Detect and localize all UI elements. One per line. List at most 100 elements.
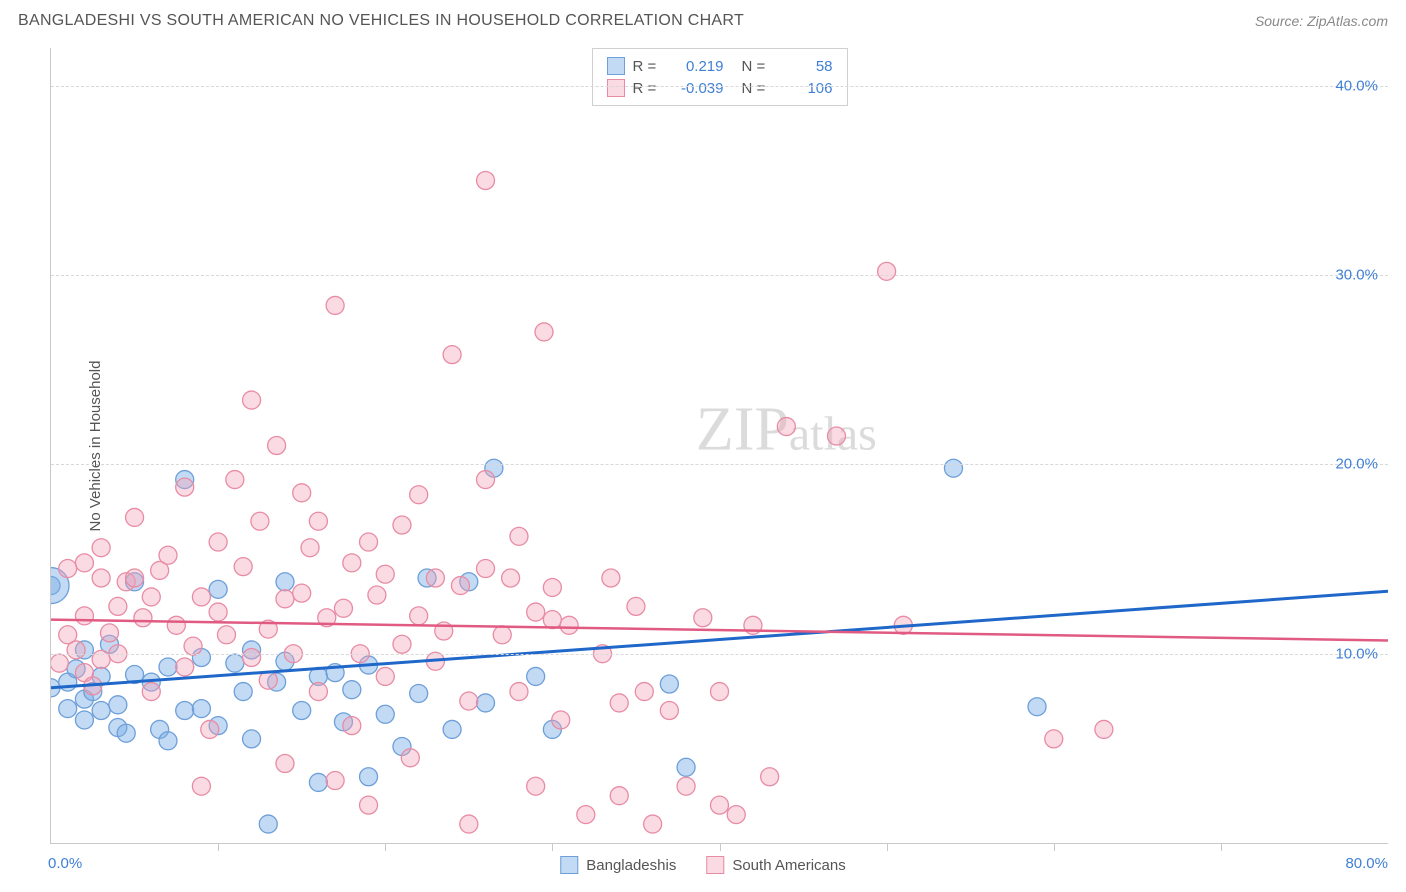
scatter-point — [552, 711, 570, 729]
scatter-point — [510, 527, 528, 545]
scatter-point — [1028, 698, 1046, 716]
series-legend: Bangladeshis South Americans — [560, 856, 845, 874]
scatter-point — [167, 616, 185, 634]
scatter-point — [234, 558, 252, 576]
legend-item: Bangladeshis — [560, 856, 676, 874]
scatter-point — [660, 675, 678, 693]
scatter-point — [67, 641, 85, 659]
scatter-point — [477, 694, 495, 712]
scatter-point — [376, 565, 394, 583]
scatter-point — [59, 700, 77, 718]
x-tick — [218, 843, 219, 851]
scatter-point — [259, 815, 277, 833]
x-tick — [1054, 843, 1055, 851]
gridline — [51, 86, 1388, 87]
scatter-point — [443, 720, 461, 738]
scatter-point — [711, 796, 729, 814]
scatter-point — [226, 654, 244, 672]
scatter-point — [443, 346, 461, 364]
scatter-point — [410, 607, 428, 625]
scatter-point — [75, 711, 93, 729]
scatter-point — [276, 590, 294, 608]
scatter-point — [159, 546, 177, 564]
scatter-point — [309, 512, 327, 530]
scatter-point — [309, 773, 327, 791]
scatter-point — [527, 667, 545, 685]
scatter-point — [527, 777, 545, 795]
scatter-point — [201, 720, 219, 738]
trend-line — [51, 591, 1388, 688]
scatter-point — [126, 508, 144, 526]
legend-swatch — [560, 856, 578, 874]
scatter-point — [293, 702, 311, 720]
legend-swatch — [607, 57, 625, 75]
scatter-point — [426, 569, 444, 587]
scatter-point — [217, 626, 235, 644]
scatter-point — [502, 569, 520, 587]
scatter-point — [1095, 720, 1113, 738]
y-tick-label: 10.0% — [1335, 645, 1378, 662]
y-tick-label: 30.0% — [1335, 267, 1378, 284]
scatter-point — [727, 806, 745, 824]
gridline — [51, 654, 1388, 655]
scatter-point — [477, 560, 495, 578]
legend-swatch — [706, 856, 724, 874]
scatter-point — [401, 749, 419, 767]
scatter-point — [560, 616, 578, 634]
scatter-point — [393, 516, 411, 534]
scatter-point — [126, 569, 144, 587]
scatter-point — [75, 554, 93, 572]
scatter-point — [460, 815, 478, 833]
n-label: N = — [742, 80, 770, 97]
scatter-point — [827, 427, 845, 445]
scatter-point — [117, 724, 135, 742]
y-tick-label: 40.0% — [1335, 77, 1378, 94]
n-label: N = — [742, 58, 770, 75]
x-tick — [887, 843, 888, 851]
scatter-point — [109, 597, 127, 615]
scatter-point — [209, 603, 227, 621]
scatter-point — [276, 755, 294, 773]
scatter-point — [209, 580, 227, 598]
scatter-point — [410, 684, 428, 702]
scatter-point — [343, 681, 361, 699]
scatter-point — [234, 683, 252, 701]
scatter-point — [134, 609, 152, 627]
scatter-point — [293, 584, 311, 602]
scatter-point — [944, 459, 962, 477]
scatter-point — [677, 758, 695, 776]
scatter-point — [226, 471, 244, 489]
scatter-point — [184, 637, 202, 655]
scatter-point — [711, 683, 729, 701]
scatter-point — [577, 806, 595, 824]
scatter-point — [527, 603, 545, 621]
legend-item: South Americans — [706, 856, 845, 874]
scatter-point — [343, 717, 361, 735]
scatter-point — [878, 262, 896, 280]
source-label: Source: ZipAtlas.com — [1255, 13, 1388, 29]
scatter-point — [142, 588, 160, 606]
scatter-point — [510, 683, 528, 701]
correlation-legend-row: R =0.219N =58 — [607, 55, 833, 77]
legend-label: South Americans — [732, 857, 845, 874]
r-value: -0.039 — [669, 80, 724, 97]
x-tick — [720, 843, 721, 851]
scatter-point — [677, 777, 695, 795]
scatter-point — [251, 512, 269, 530]
scatter-point — [644, 815, 662, 833]
scatter-point — [543, 578, 561, 596]
scatter-point — [92, 702, 110, 720]
scatter-point — [209, 533, 227, 551]
scatter-point — [635, 683, 653, 701]
scatter-point — [627, 597, 645, 615]
scatter-point — [192, 588, 210, 606]
x-axis-max-label: 80.0% — [1345, 855, 1388, 872]
x-tick — [1221, 843, 1222, 851]
scatter-point — [293, 484, 311, 502]
scatter-point — [376, 705, 394, 723]
scatter-point — [176, 702, 194, 720]
scatter-point — [777, 418, 795, 436]
scatter-point — [243, 649, 261, 667]
scatter-point — [1045, 730, 1063, 748]
gridline — [51, 275, 1388, 276]
